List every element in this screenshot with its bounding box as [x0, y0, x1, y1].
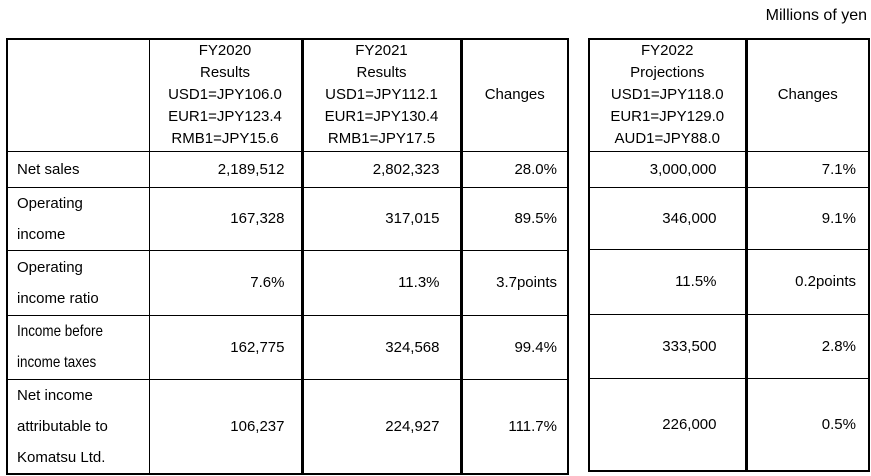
fy2021-value-cell: 2,802,323: [300, 150, 463, 188]
fy2021-eur-rate: EUR1=JPY130.4: [324, 108, 439, 126]
row-label-cell: Net income attributable to Komatsu Ltd.: [6, 378, 150, 474]
row-label: Income before: [17, 323, 103, 340]
changes-value-cell: 0.2points: [745, 248, 870, 315]
fy2022-eur-rate: EUR1=JPY129.0: [610, 108, 725, 126]
row-label-cell: Operating income: [6, 186, 150, 251]
fy2022-title: FY2022: [640, 42, 694, 60]
table-row-operating-income: Operating income 167,328 317,015 89.5%: [6, 186, 569, 251]
row-label: income taxes: [17, 354, 97, 371]
changes-value-cell: 89.5%: [460, 186, 569, 251]
fy2022-subtitle: Projections: [630, 64, 705, 82]
table-row-net-sales: Net sales 2,189,512 2,802,323 28.0%: [6, 150, 569, 188]
row-label: Operating: [17, 194, 83, 212]
fy2022-value-cell: 346,000: [588, 186, 748, 250]
row-label: Net income: [17, 386, 93, 404]
changes-value-cell: 99.4%: [460, 314, 569, 380]
table-row-operating-income-ratio: Operating income ratio 7.6% 11.3% 3.7poi…: [6, 249, 569, 316]
row-label: Operating: [17, 258, 83, 276]
changes-value-cell: 7.1%: [745, 150, 870, 188]
fy2021-value-cell: 324,568: [300, 314, 463, 380]
fy2021-header-cell: FY2021 Results USD1=JPY112.1 EUR1=JPY130…: [300, 38, 463, 152]
fy2021-rmb-rate: RMB1=JPY17.5: [327, 130, 436, 148]
table-row-operating-income: 346,000 9.1%: [588, 186, 870, 250]
fy2020-value-cell: 7.6%: [148, 249, 303, 316]
header-row: FY2022 Projections USD1=JPY118.0 EUR1=JP…: [588, 38, 870, 152]
fy2020-rmb-rate: RMB1=JPY15.6: [171, 130, 279, 148]
fy2022-usd-rate: USD1=JPY118.0: [610, 86, 724, 104]
changes-header-cell: Changes: [460, 38, 569, 152]
changes-value-cell: 2.8%: [745, 313, 870, 379]
fy2020-subtitle: Results: [199, 64, 251, 82]
fy2020-value-cell: 2,189,512: [148, 150, 303, 188]
table-row-net-income: 226,000 0.5%: [588, 377, 870, 472]
row-label-cell: Income before income taxes: [6, 314, 150, 380]
table-row-net-income: Net income attributable to Komatsu Ltd. …: [6, 378, 569, 474]
changes-value-cell: 3.7points: [460, 249, 569, 316]
fy2021-usd-rate: USD1=JPY112.1: [325, 86, 438, 104]
table-row-net-sales: 3,000,000 7.1%: [588, 150, 870, 188]
fy2020-value-cell: 106,237: [148, 378, 303, 474]
changes-value-cell: 9.1%: [745, 186, 870, 250]
row-label: attributable to: [17, 417, 108, 435]
fy2022-aud-rate: AUD1=JPY88.0: [614, 130, 720, 148]
row-label: Net sales: [17, 160, 80, 178]
results-table: FY2020 Results USD1=JPY106.0 EUR1=JPY123…: [6, 38, 569, 475]
fy2020-eur-rate: EUR1=JPY123.4: [168, 108, 282, 126]
fy2020-value-cell: 162,775: [148, 314, 303, 380]
row-label: Komatsu Ltd.: [17, 448, 106, 466]
corner-cell: [6, 38, 150, 152]
fy2021-value-cell: 224,927: [300, 378, 463, 474]
fy2021-value-cell: 11.3%: [300, 249, 463, 316]
changes-value-cell: 111.7%: [460, 378, 569, 474]
fy2020-usd-rate: USD1=JPY106.0: [168, 86, 282, 104]
fy2021-title: FY2021: [355, 42, 408, 60]
fy2022-value-cell: 3,000,000: [588, 150, 748, 188]
fy2022-value-cell: 226,000: [588, 377, 748, 472]
fy2020-header-cell: FY2020 Results USD1=JPY106.0 EUR1=JPY123…: [148, 38, 303, 152]
row-label-cell: Net sales: [6, 150, 150, 188]
header-row: FY2020 Results USD1=JPY106.0 EUR1=JPY123…: [6, 38, 569, 152]
fy2021-value-cell: 317,015: [300, 186, 463, 251]
row-label-cell: Operating income ratio: [6, 249, 150, 316]
fy2022-value-cell: 11.5%: [588, 248, 748, 315]
row-label: income ratio: [17, 289, 99, 307]
fy2020-value-cell: 167,328: [148, 186, 303, 251]
fy2020-title: FY2020: [198, 42, 252, 60]
table-row-operating-income-ratio: 11.5% 0.2points: [588, 248, 870, 315]
changes-value-cell: 28.0%: [460, 150, 569, 188]
table-row-income-before-taxes: Income before income taxes 162,775 324,5…: [6, 314, 569, 380]
changes-header-cell: Changes: [745, 38, 870, 152]
changes-value-cell: 0.5%: [745, 377, 870, 472]
row-label: income: [17, 225, 66, 243]
fy2022-header-cell: FY2022 Projections USD1=JPY118.0 EUR1=JP…: [588, 38, 748, 152]
fy2021-subtitle: Results: [356, 64, 407, 82]
projections-table: FY2022 Projections USD1=JPY118.0 EUR1=JP…: [588, 38, 870, 472]
table-row-income-before-taxes: 333,500 2.8%: [588, 313, 870, 379]
fy2022-value-cell: 333,500: [588, 313, 748, 379]
unit-label: Millions of yen: [765, 7, 867, 24]
